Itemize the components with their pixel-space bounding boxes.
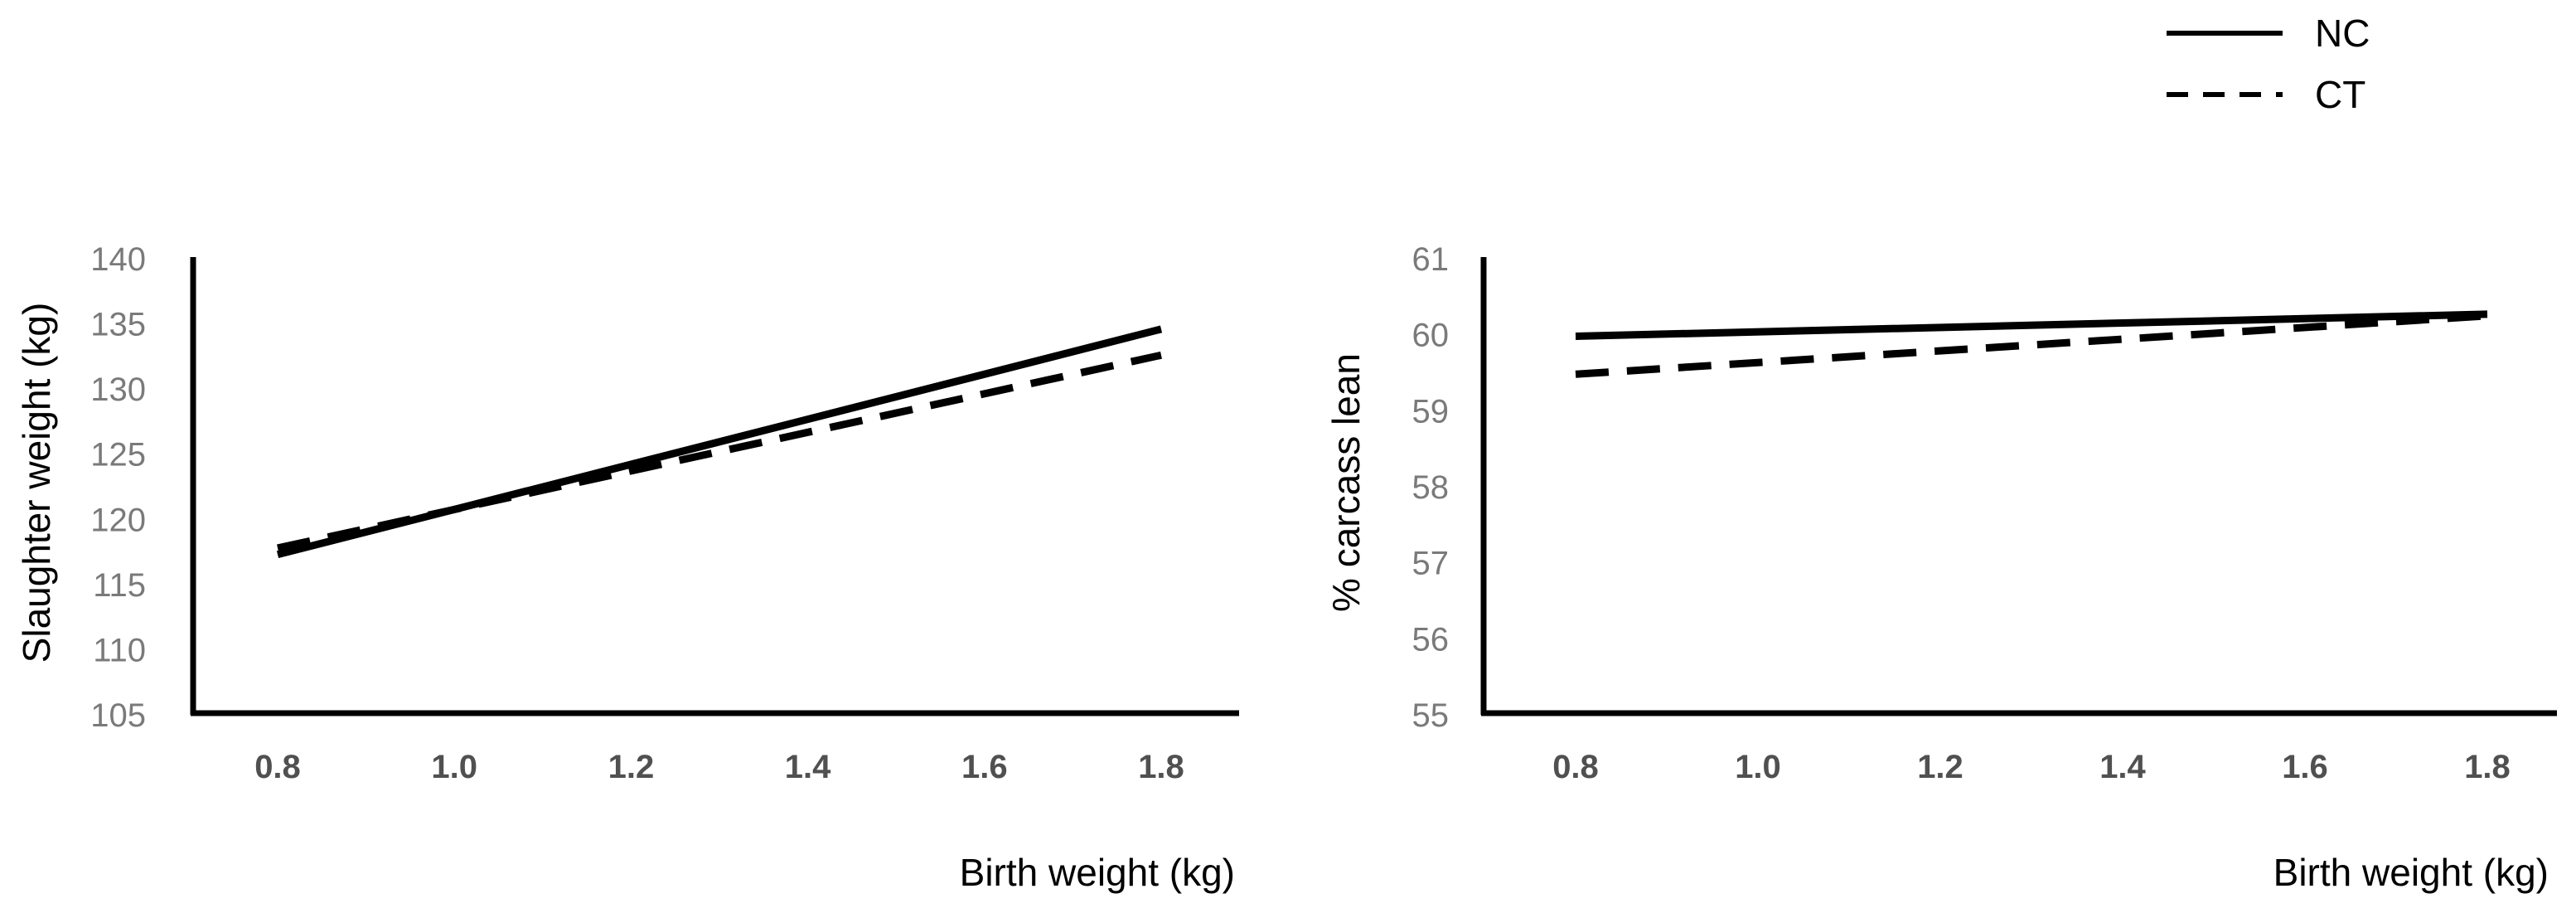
- legend-label-nc: NC: [2315, 12, 2370, 55]
- y-tick-label: 59: [1412, 393, 1450, 430]
- x-tick-labels: 0.8 1.0 1.2 1.4 1.6 1.8: [1552, 749, 2511, 785]
- x-tick-label: 0.8: [1552, 749, 1599, 785]
- chart-carcass-lean: % carcass lean Birth weight (kg) 5556575…: [1324, 241, 2557, 894]
- chart-slaughter-weight: Slaughter weight (kg) Birth weight (kg) …: [15, 241, 1239, 894]
- x-tick-label: 1.4: [785, 749, 831, 785]
- y-tick-label: 60: [1412, 318, 1450, 354]
- y-axis-label: Slaughter weight (kg): [15, 303, 58, 663]
- y-tick-label: 61: [1412, 241, 1450, 278]
- y-tick-label: 130: [90, 372, 146, 408]
- x-tick-label: 1.8: [2464, 749, 2511, 785]
- y-tick-label: 135: [90, 307, 146, 343]
- y-tick-label: 125: [90, 437, 146, 473]
- x-tick-label: 0.8: [254, 749, 301, 785]
- y-tick-label: 140: [90, 241, 146, 278]
- series-lines: [276, 325, 1163, 559]
- y-axis-title: Slaughter weight (kg): [15, 303, 58, 663]
- x-axis-title: Birth weight (kg): [960, 851, 1235, 894]
- series-line-ct: [277, 351, 1162, 552]
- x-tick-label: 1.6: [2282, 749, 2328, 785]
- x-tick-label: 1.6: [961, 749, 1008, 785]
- series-line-nc: [276, 325, 1163, 559]
- y-tick-label: 58: [1412, 469, 1450, 506]
- x-tick-label: 1.0: [1735, 749, 1781, 785]
- y-axis-label: % carcass lean: [1324, 353, 1368, 612]
- x-tick-label: 1.2: [1917, 749, 1963, 785]
- series-line-nc: [1575, 310, 2488, 340]
- y-tick-label: 120: [90, 502, 146, 538]
- legend-label-ct: CT: [2315, 73, 2365, 116]
- y-tick-labels: 105 110 115 120 125 130 135 140: [90, 241, 146, 734]
- legend: NC CT: [2167, 12, 2370, 116]
- y-tick-label: 55: [1412, 697, 1450, 734]
- series-lines: [1575, 310, 2488, 378]
- y-axis-title: % carcass lean: [1324, 353, 1368, 612]
- y-tick-label: 56: [1412, 621, 1450, 658]
- x-axis-title: Birth weight (kg): [2273, 851, 2549, 894]
- y-tick-label: 105: [90, 697, 146, 734]
- y-tick-label: 110: [93, 632, 146, 668]
- y-tick-labels: 55 56 57 58 59 60 61: [1412, 241, 1450, 734]
- x-tick-labels: 0.8 1.0 1.2 1.4 1.6 1.8: [254, 749, 1184, 785]
- x-tick-label: 1.0: [431, 749, 477, 785]
- x-tick-label: 1.8: [1138, 749, 1184, 785]
- y-tick-label: 115: [93, 567, 146, 604]
- y-tick-label: 57: [1412, 546, 1450, 582]
- x-tick-label: 1.2: [608, 749, 655, 785]
- x-tick-label: 1.4: [2099, 749, 2146, 785]
